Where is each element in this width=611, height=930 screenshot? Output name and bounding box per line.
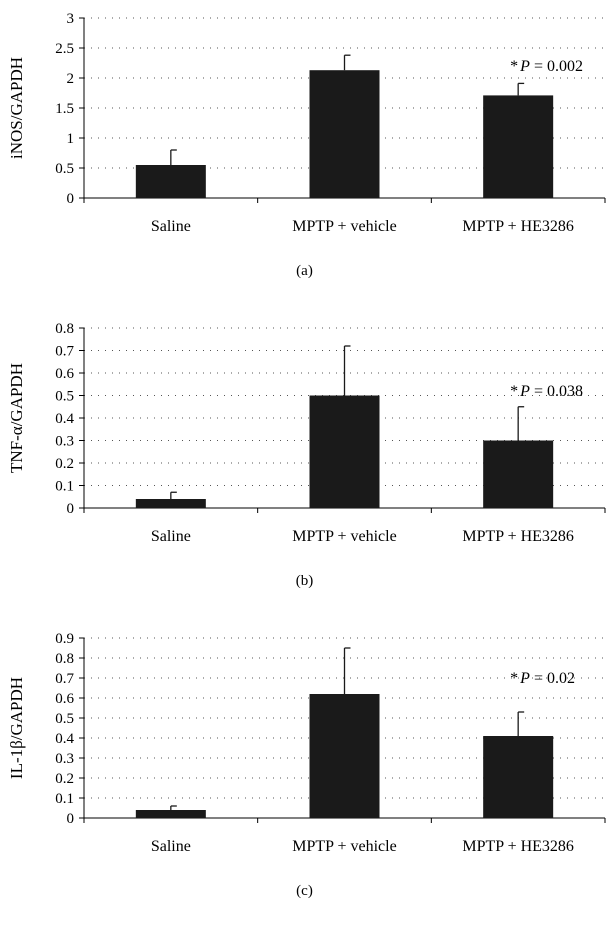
y-tick-label: 0.7 (55, 344, 74, 360)
bar (309, 694, 380, 818)
p-variable: P (519, 58, 530, 75)
y-tick-label: 0.6 (55, 366, 74, 382)
y-tick-label: 0.2 (55, 771, 74, 787)
x-category-label: MPTP + HE3286 (462, 838, 574, 855)
y-tick-label: 0 (67, 501, 75, 517)
x-category-label: Saline (151, 528, 191, 545)
y-tick-label: 0.3 (55, 434, 74, 450)
y-tick-label: 0 (67, 191, 75, 207)
y-axis-label: iNOS/GAPDH (7, 57, 26, 159)
y-tick-label: 0.7 (55, 671, 74, 687)
x-category-label: MPTP + HE3286 (462, 528, 574, 545)
p-variable: P (519, 670, 530, 687)
y-tick-label: 0.3 (55, 751, 74, 767)
y-tick-label: 0.1 (55, 791, 74, 807)
chart-panel-c: 0 0.1 0.2 0.3 0.4 0.5 0.6 0.7 0.8 0.9 Saline MPTP +… (0, 620, 611, 930)
bar (483, 736, 554, 818)
p-value-annotation: * P = 0.038 (510, 383, 583, 400)
y-tick-label: 0.1 (55, 479, 74, 495)
y-tick-label: 2 (67, 71, 75, 87)
y-tick-label: 1.5 (55, 101, 74, 117)
bar (135, 499, 206, 508)
p-value-annotation: * P = 0.002 (510, 58, 583, 75)
y-tick-label: 0 (67, 811, 75, 827)
y-tick-label: 0.5 (55, 161, 74, 177)
y-tick-label: 1 (67, 131, 75, 147)
p-variable: P (519, 383, 530, 400)
x-category-label: MPTP + vehicle (292, 218, 396, 235)
chart-panel-a: 0 0.5 1 1.5 2 2.5 3 Saline MPTP + vehicle MPTP + … (0, 0, 611, 310)
y-tick-label: 3 (67, 11, 75, 27)
chart-panel-b: 0 0.1 0.2 0.3 0.4 0.5 0.6 0.7 0.8 Saline MPTP + ve… (0, 310, 611, 620)
bar (135, 165, 206, 198)
panel-label: (b) (296, 573, 314, 589)
x-category-label: MPTP + vehicle (292, 528, 396, 545)
y-tick-label: 0.5 (55, 711, 74, 727)
asterisk: * (510, 670, 518, 687)
bar (309, 70, 380, 198)
panel-label: (a) (296, 263, 313, 279)
chart-svg: 0 0.1 0.2 0.3 0.4 0.5 0.6 0.7 0.8 Saline MPTP + ve… (7, 321, 606, 589)
y-tick-label: 0.8 (55, 651, 74, 667)
y-tick-label: 0.9 (55, 631, 74, 647)
asterisk: * (510, 58, 518, 75)
y-tick-label: 0.8 (55, 321, 74, 337)
panel-label: (c) (296, 883, 313, 899)
x-category-label: MPTP + vehicle (292, 838, 396, 855)
y-tick-label: 0.4 (55, 731, 74, 747)
p-value-text: = 0.02 (530, 670, 575, 687)
asterisk: * (510, 383, 518, 400)
p-value-text: = 0.002 (530, 58, 583, 75)
x-category-label: Saline (151, 838, 191, 855)
y-tick-label: 0.2 (55, 456, 74, 472)
p-value-annotation: * P = 0.02 (510, 670, 575, 687)
y-tick-label: 0.6 (55, 691, 74, 707)
y-tick-label: 0.5 (55, 389, 74, 405)
y-axis-label: TNF-α/GAPDH (7, 363, 26, 473)
y-axis-label: IL-1β/GAPDH (7, 677, 26, 779)
x-category-label: Saline (151, 218, 191, 235)
y-tick-label: 2.5 (55, 41, 74, 57)
p-value-text: = 0.038 (530, 383, 583, 400)
bar (483, 440, 554, 508)
x-category-label: MPTP + HE3286 (462, 218, 574, 235)
bar (135, 810, 206, 818)
bar (309, 395, 380, 508)
chart-svg: 0 0.5 1 1.5 2 2.5 3 Saline MPTP + vehicle MPTP + … (7, 11, 606, 279)
chart-svg: 0 0.1 0.2 0.3 0.4 0.5 0.6 0.7 0.8 0.9 Saline MPTP +… (7, 631, 606, 899)
bar (483, 95, 554, 198)
y-tick-label: 0.4 (55, 411, 74, 427)
